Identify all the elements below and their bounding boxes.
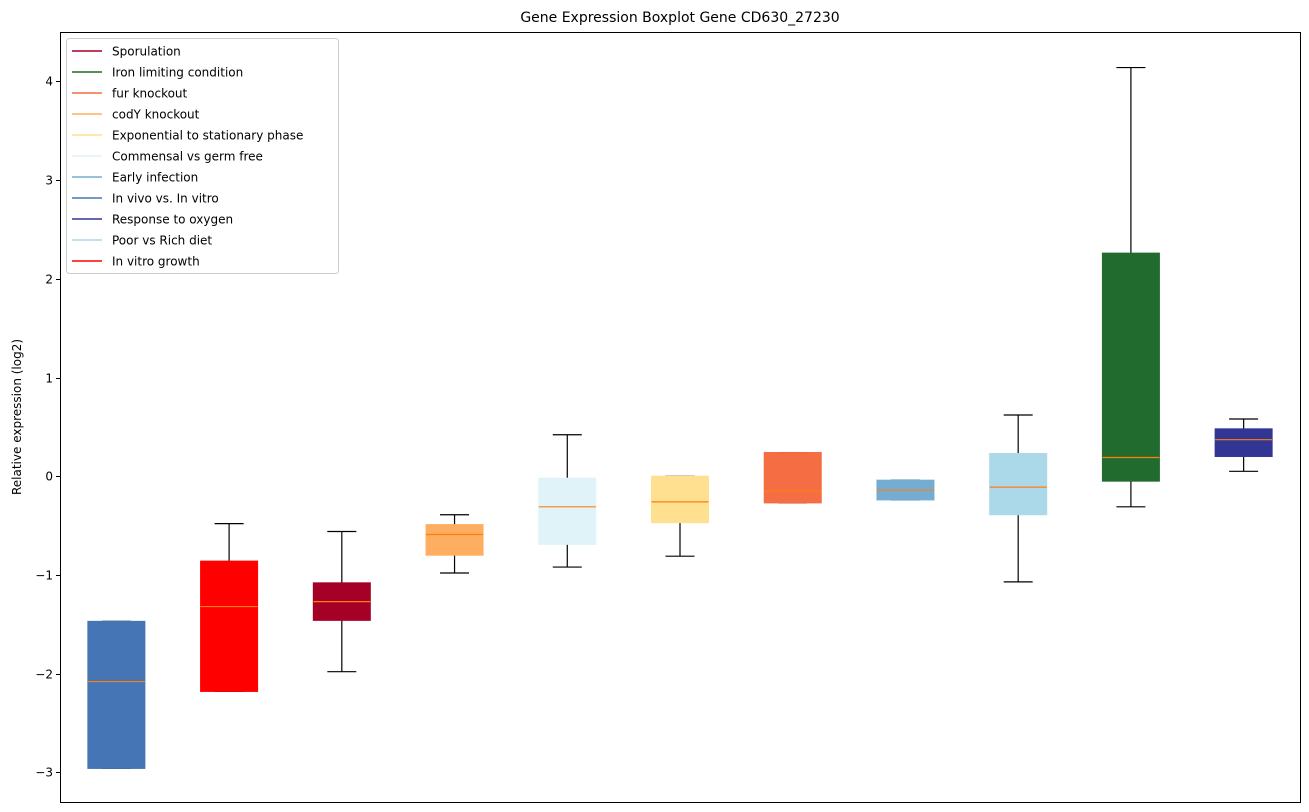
box: [538, 477, 597, 545]
y-tick-label: 4: [45, 75, 53, 89]
legend-label: Iron limiting condition: [112, 66, 243, 80]
y-tick-label: 0: [45, 470, 53, 484]
y-tick-label: −3: [35, 766, 53, 780]
box: [1214, 428, 1273, 457]
legend: Sporulation Iron limiting condition fur kn…: [66, 38, 339, 274]
legend-label: Exponential to stationary phase: [112, 129, 303, 143]
box-group: [651, 475, 709, 557]
box: [989, 453, 1048, 516]
box-group: [312, 530, 371, 673]
chart-title: Gene Expression Boxplot Gene CD630_27230: [520, 10, 839, 26]
legend-label: Early infection: [112, 171, 198, 185]
box-group: [538, 434, 597, 568]
box: [200, 560, 259, 692]
axes-frame: [60, 32, 1301, 803]
box: [763, 452, 822, 504]
legend-label: fur knockout: [112, 87, 188, 101]
box-group: [87, 620, 146, 770]
legend-label: In vitro growth: [112, 255, 200, 269]
legend-label: Commensal vs germ free: [112, 150, 263, 164]
legend-label: In vivo vs. In vitro: [112, 192, 219, 206]
y-tick-label: 1: [45, 372, 53, 386]
box: [651, 475, 709, 524]
legend-label: Response to oxygen: [112, 213, 233, 227]
box-group: [989, 414, 1048, 583]
box: [425, 524, 484, 556]
y-axis-ticks: −3 −2 −1 0 1 2 3 4: [35, 75, 60, 780]
box-group: [876, 479, 935, 501]
y-tick-label: −1: [35, 569, 53, 583]
box-group: [200, 523, 259, 693]
legend-label: Sporulation: [112, 45, 181, 59]
box: [87, 620, 146, 769]
box-group: [1214, 418, 1273, 472]
legend-frame: [66, 38, 339, 274]
y-tick-label: −2: [35, 668, 53, 682]
boxes: [87, 66, 1273, 770]
box: [1101, 252, 1160, 482]
box-group: [425, 514, 484, 574]
box-group: [763, 451, 822, 504]
box-group: [1101, 66, 1160, 508]
legend-label: codY knockout: [112, 108, 200, 122]
legend-label: Poor vs Rich diet: [112, 234, 212, 248]
y-tick-label: 2: [45, 273, 53, 287]
y-tick-label: 3: [45, 174, 53, 188]
y-axis-label: Relative expression (log2): [10, 339, 24, 495]
